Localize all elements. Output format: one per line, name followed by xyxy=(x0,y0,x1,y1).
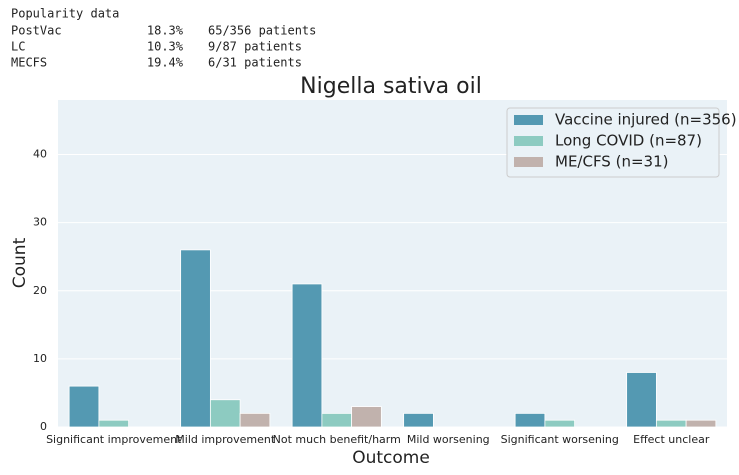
legend-swatch xyxy=(514,115,543,125)
bar xyxy=(180,249,211,428)
bar xyxy=(544,419,576,428)
bar xyxy=(685,419,717,428)
bar xyxy=(239,412,271,428)
row-name: MECFS xyxy=(11,56,47,70)
x-tick-label: Mild improvement xyxy=(175,433,276,446)
x-tick-label: Not much benefit/harm xyxy=(273,433,401,446)
y-tick-label: 30 xyxy=(33,216,47,229)
y-tick-label: 0 xyxy=(40,420,47,433)
x-tick-label: Effect unclear xyxy=(633,433,710,446)
x-axis-label: Outcome xyxy=(352,448,430,468)
bar xyxy=(626,372,657,428)
bar xyxy=(68,385,100,428)
row-name: LC xyxy=(11,40,25,54)
x-tick-label: Significant improvement xyxy=(46,433,182,446)
legend-label: Vaccine injured (n=356) xyxy=(555,111,737,129)
row-count: 9/87 patients xyxy=(208,40,302,54)
popularity-title: Popularity data xyxy=(11,7,119,21)
y-tick-label: 20 xyxy=(33,284,47,297)
row-percent: 19.4% xyxy=(147,56,184,70)
bar xyxy=(321,412,353,428)
y-axis-label: Count xyxy=(10,237,30,288)
x-tick-label: Significant worsening xyxy=(501,433,619,446)
bar xyxy=(655,419,687,428)
bar xyxy=(291,283,323,428)
y-tick-label: 40 xyxy=(33,148,47,161)
legend-swatch xyxy=(514,136,543,146)
row-name: PostVac xyxy=(11,24,62,38)
bar xyxy=(514,412,546,428)
y-tick-label: 10 xyxy=(33,352,47,365)
bar xyxy=(209,399,241,428)
chart-title: Nigella sativa oil xyxy=(300,74,482,99)
legend-swatch xyxy=(514,157,543,167)
bar xyxy=(98,419,130,428)
row-percent: 10.3% xyxy=(147,40,184,54)
bar xyxy=(351,406,382,428)
row-count: 6/31 patients xyxy=(208,56,302,70)
bar xyxy=(403,412,434,428)
legend-label: ME/CFS (n=31) xyxy=(555,153,668,171)
legend-box xyxy=(506,107,720,178)
x-tick-label: Mild worsening xyxy=(407,433,490,446)
legend-label: Long COVID (n=87) xyxy=(555,132,702,150)
row-count: 65/356 patients xyxy=(208,24,316,38)
row-percent: 18.3% xyxy=(147,24,184,38)
